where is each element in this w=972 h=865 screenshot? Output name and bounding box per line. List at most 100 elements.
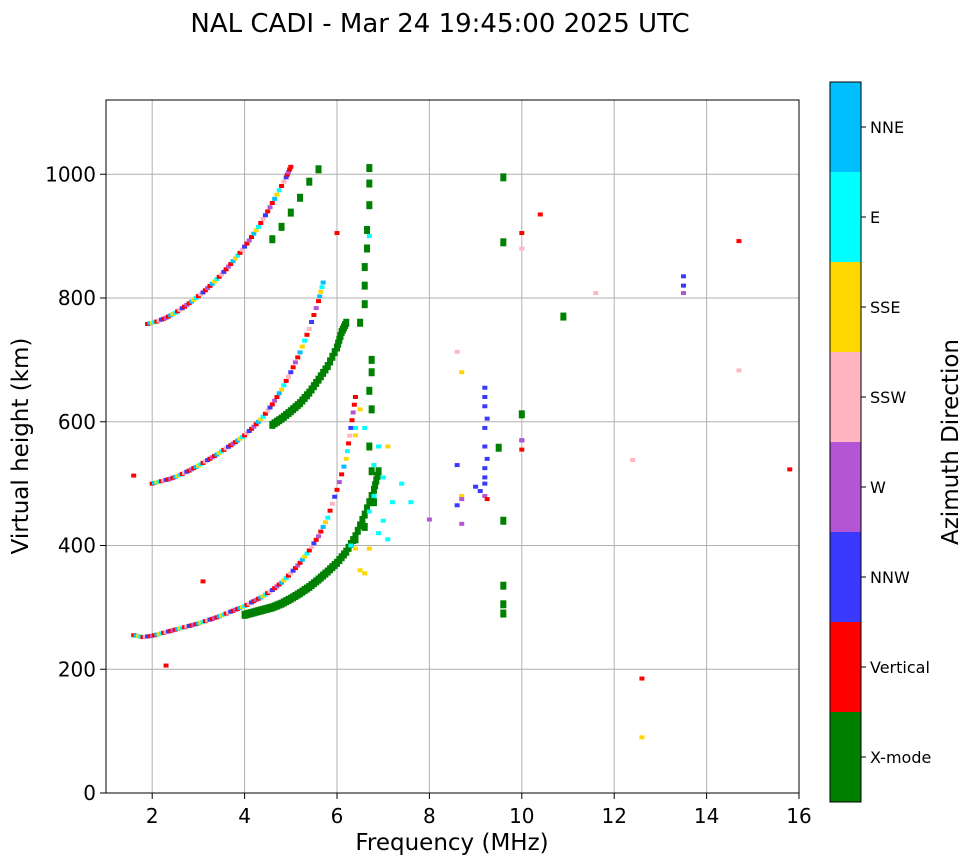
colorbar-segment [830, 172, 861, 262]
echo-point [361, 300, 368, 309]
echo-point [315, 165, 322, 174]
echo-point [334, 231, 340, 236]
echo-point [313, 537, 319, 542]
echo-point [295, 355, 301, 360]
x-tick-label: 6 [331, 804, 344, 828]
colorbar-tick-label: Vertical [870, 658, 930, 677]
echo-point [309, 319, 315, 324]
echo-point [357, 521, 364, 530]
echo-point [482, 481, 488, 486]
echo-point [681, 274, 686, 279]
echo-point [364, 225, 371, 234]
echo-point [370, 485, 377, 494]
echo-point [163, 663, 169, 668]
echo-point [267, 405, 273, 410]
echo-point [482, 466, 488, 471]
y-tick-label: 400 [58, 534, 96, 558]
echo-point [346, 441, 352, 446]
y-tick-label: 800 [58, 286, 96, 310]
echo-point [362, 571, 368, 576]
x-tick-label: 8 [423, 804, 436, 828]
echo-point [351, 402, 357, 407]
echo-point [362, 425, 368, 430]
y-tick-label: 200 [58, 657, 96, 681]
echo-point [354, 526, 361, 535]
colorbar-tick-label: SSE [870, 298, 900, 317]
echo-point [495, 443, 502, 452]
colorbar-segment [830, 352, 861, 442]
echo-point [276, 391, 282, 396]
echo-point [281, 383, 287, 388]
echo-point [327, 357, 334, 366]
echo-point [341, 464, 347, 469]
colorbar-segment [830, 262, 861, 352]
echo-point [352, 535, 359, 544]
echo-point [327, 508, 333, 513]
echo-point [344, 449, 350, 454]
echo-point [332, 494, 338, 499]
chart-title: NAL CADI - Mar 24 19:45:00 2025 UTC [190, 9, 689, 39]
echo-point [219, 272, 224, 277]
echo-point [352, 425, 358, 430]
echo-point [408, 500, 414, 505]
echo-point [311, 541, 317, 546]
y-axis-ticks: 0 200 400 600 800 1000 [45, 162, 106, 805]
echo-point [292, 566, 298, 571]
colorbar-tick-label: SSW [870, 388, 906, 407]
echo-point [426, 517, 432, 522]
echo-point [287, 208, 294, 217]
colorbar-segment [830, 622, 861, 712]
echo-point [316, 299, 322, 304]
x-tick-label: 4 [238, 804, 251, 828]
echo-point [519, 447, 525, 452]
echo-point [258, 220, 264, 225]
echo-point [560, 312, 567, 321]
echo-point [131, 473, 137, 478]
echo-point [316, 534, 322, 539]
echo-point [200, 579, 206, 584]
echo-point [348, 543, 354, 548]
echo-point [221, 269, 227, 274]
echo-point [357, 568, 363, 573]
echo-point [205, 286, 211, 291]
echo-point [299, 344, 305, 349]
echo-point [249, 235, 255, 240]
echo-point [348, 425, 354, 430]
echo-point [279, 580, 285, 585]
echo-point [473, 484, 479, 489]
echo-point [306, 548, 312, 553]
echo-point [212, 279, 218, 284]
echo-point [284, 172, 290, 177]
echo-point [306, 177, 313, 186]
echo-point [255, 419, 261, 424]
echo-point [320, 280, 326, 285]
y-tick-label: 600 [58, 410, 96, 434]
echo-point [385, 444, 391, 449]
echo-point [297, 560, 303, 565]
echo-point [317, 294, 323, 299]
echo-point [265, 408, 271, 413]
echo-point [269, 201, 275, 206]
echo-point [318, 529, 324, 534]
echo-point [373, 476, 380, 485]
echo-point [239, 247, 245, 252]
echo-point [230, 259, 236, 264]
echo-point [278, 222, 285, 231]
echo-point [246, 238, 252, 243]
echo-point [366, 234, 372, 239]
echo-point [347, 433, 353, 438]
echo-point [260, 414, 266, 419]
echo-point [288, 164, 294, 169]
echo-point [500, 581, 507, 590]
echo-point [244, 431, 250, 436]
echo-point [274, 395, 280, 399]
echo-point [228, 261, 234, 266]
echo-point [366, 179, 373, 188]
echo-point [482, 475, 488, 480]
colorbar-tick-label: W [870, 478, 886, 497]
echo-point [681, 283, 686, 288]
echo-point [242, 244, 248, 249]
echo-point [484, 497, 490, 502]
echo-point [370, 498, 377, 507]
